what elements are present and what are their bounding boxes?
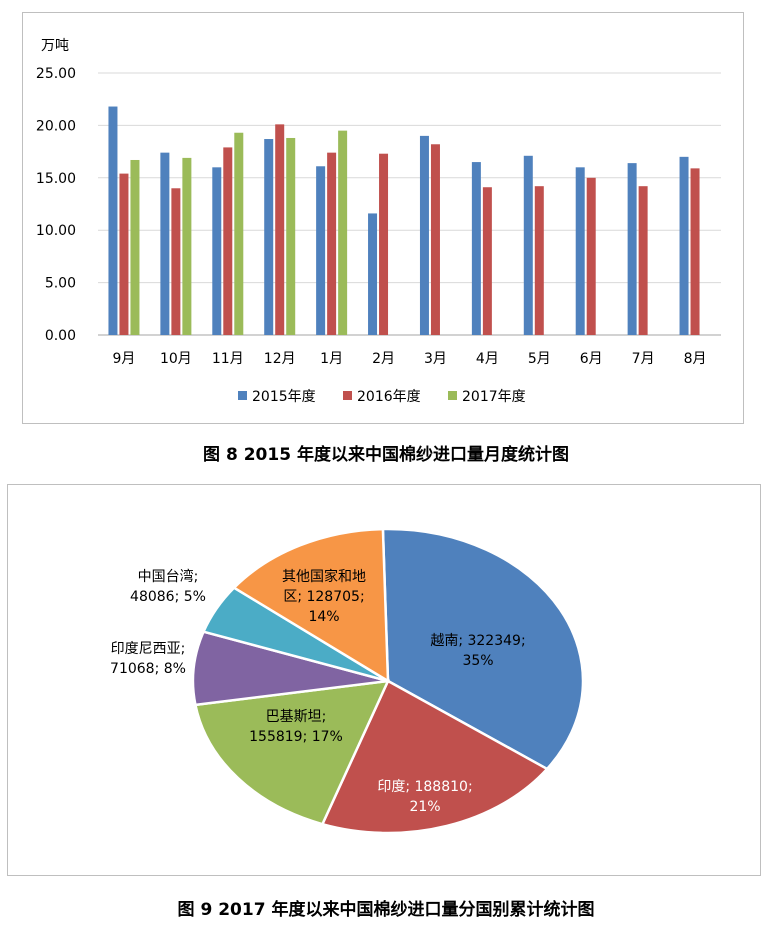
pie-slice [381, 527, 585, 771]
bar-1 [316, 166, 326, 335]
x-tick-label: 7月 [632, 351, 655, 367]
y-tick-label: 10.00 [36, 223, 76, 239]
bar-1 [523, 155, 533, 335]
pie-data-label: 14% [308, 609, 339, 625]
legend-label: 2017年度 [462, 389, 526, 405]
y-tick-label: 0.00 [45, 328, 76, 344]
x-tick-label: 3月 [424, 351, 447, 367]
x-tick-label: 9月 [112, 351, 135, 367]
bar-2 [119, 173, 129, 335]
pie-data-label: 155819; 17% [249, 729, 343, 745]
y-tick-label: 15.00 [36, 171, 76, 187]
x-tick-label: 8月 [684, 351, 707, 367]
bar-1 [679, 156, 689, 335]
bar-2 [223, 147, 233, 335]
pie-data-label: 48086; 5% [130, 589, 206, 605]
y-tick-label: 25.00 [36, 66, 76, 82]
pie-data-label: 越南; 322349; [430, 633, 525, 649]
x-tick-label: 11月 [212, 351, 244, 367]
x-tick-label: 4月 [476, 351, 499, 367]
bar-2 [171, 188, 181, 335]
pie-data-label: 21% [409, 799, 440, 815]
pie-data-label: 71068; 8% [110, 661, 186, 677]
bar-1 [471, 162, 481, 335]
bar-chart-caption: 图 8 2015 年度以来中国棉纱进口量月度统计图 [203, 445, 569, 465]
y-axis-unit-label: 万吨 [41, 38, 69, 54]
pie-chart-caption: 图 9 2017 年度以来中国棉纱进口量分国别累计统计图 [177, 900, 595, 920]
bar-3 [182, 157, 192, 335]
x-tick-label: 2月 [372, 351, 395, 367]
bar-1 [108, 106, 118, 335]
pie-data-label: 35% [462, 653, 493, 669]
bar-1 [575, 167, 585, 335]
bar-2 [638, 186, 648, 335]
pie-data-label: 印度; 188810; [377, 779, 472, 795]
bar-1 [627, 163, 637, 335]
bar-2 [690, 168, 700, 335]
pie-data-label: 印度尼西亚; [111, 641, 186, 657]
bar-chart-panel: 万吨 0.00 5.00 10.00 15.00 20.00 25.00 9月 10月 11月 12… [22, 12, 744, 424]
pie-slice [193, 679, 391, 826]
x-tick-label: 12月 [264, 351, 296, 367]
x-tick-label: 1月 [320, 351, 343, 367]
y-tick-label: 20.00 [36, 118, 76, 134]
bar-1 [419, 135, 429, 335]
legend-swatch [343, 391, 352, 400]
x-tick-label: 6月 [580, 351, 603, 367]
y-tick-label: 5.00 [45, 276, 76, 292]
bar-2 [379, 153, 389, 335]
pie-slice [232, 527, 390, 684]
bar-3 [130, 159, 140, 335]
pie-data-label: 巴基斯坦; [266, 708, 327, 725]
legend-label: 2015年度 [252, 389, 316, 405]
pie-data-label: 其他国家和地 [282, 568, 366, 585]
bar-3 [338, 130, 348, 335]
pie-slice [320, 679, 550, 835]
bar-2 [327, 152, 337, 335]
pie-chart-panel: 越南; 322349; 35% 印度; 188810; 21% 巴基斯坦; 155819;… [7, 484, 761, 876]
x-tick-label: 5月 [528, 351, 551, 367]
pie-data-label: 区; 128705; [283, 589, 364, 605]
bar-1 [264, 139, 274, 335]
x-tick-label: 10月 [160, 351, 192, 367]
legend-swatch [238, 391, 247, 400]
bar-2 [586, 177, 596, 335]
bar-1 [212, 167, 222, 335]
pie-chart: 越南; 322349; 35% 印度; 188810; 21% 巴基斯坦; 155819;… [110, 527, 585, 835]
pie-slice [191, 630, 389, 707]
bar-chart: 万吨 0.00 5.00 10.00 15.00 20.00 25.00 9月 10月 11月 12… [36, 38, 721, 405]
bar-2 [534, 186, 544, 335]
bar-2 [275, 124, 285, 336]
legend-label: 2016年度 [357, 389, 421, 405]
bar-3 [286, 137, 296, 335]
bar-1 [368, 213, 378, 335]
pie-data-label: 中国台湾; [138, 568, 199, 585]
bar-2 [430, 144, 440, 335]
legend-swatch [448, 391, 457, 400]
bar-1 [160, 152, 170, 335]
bar-3 [234, 132, 244, 335]
bar-2 [482, 187, 492, 335]
